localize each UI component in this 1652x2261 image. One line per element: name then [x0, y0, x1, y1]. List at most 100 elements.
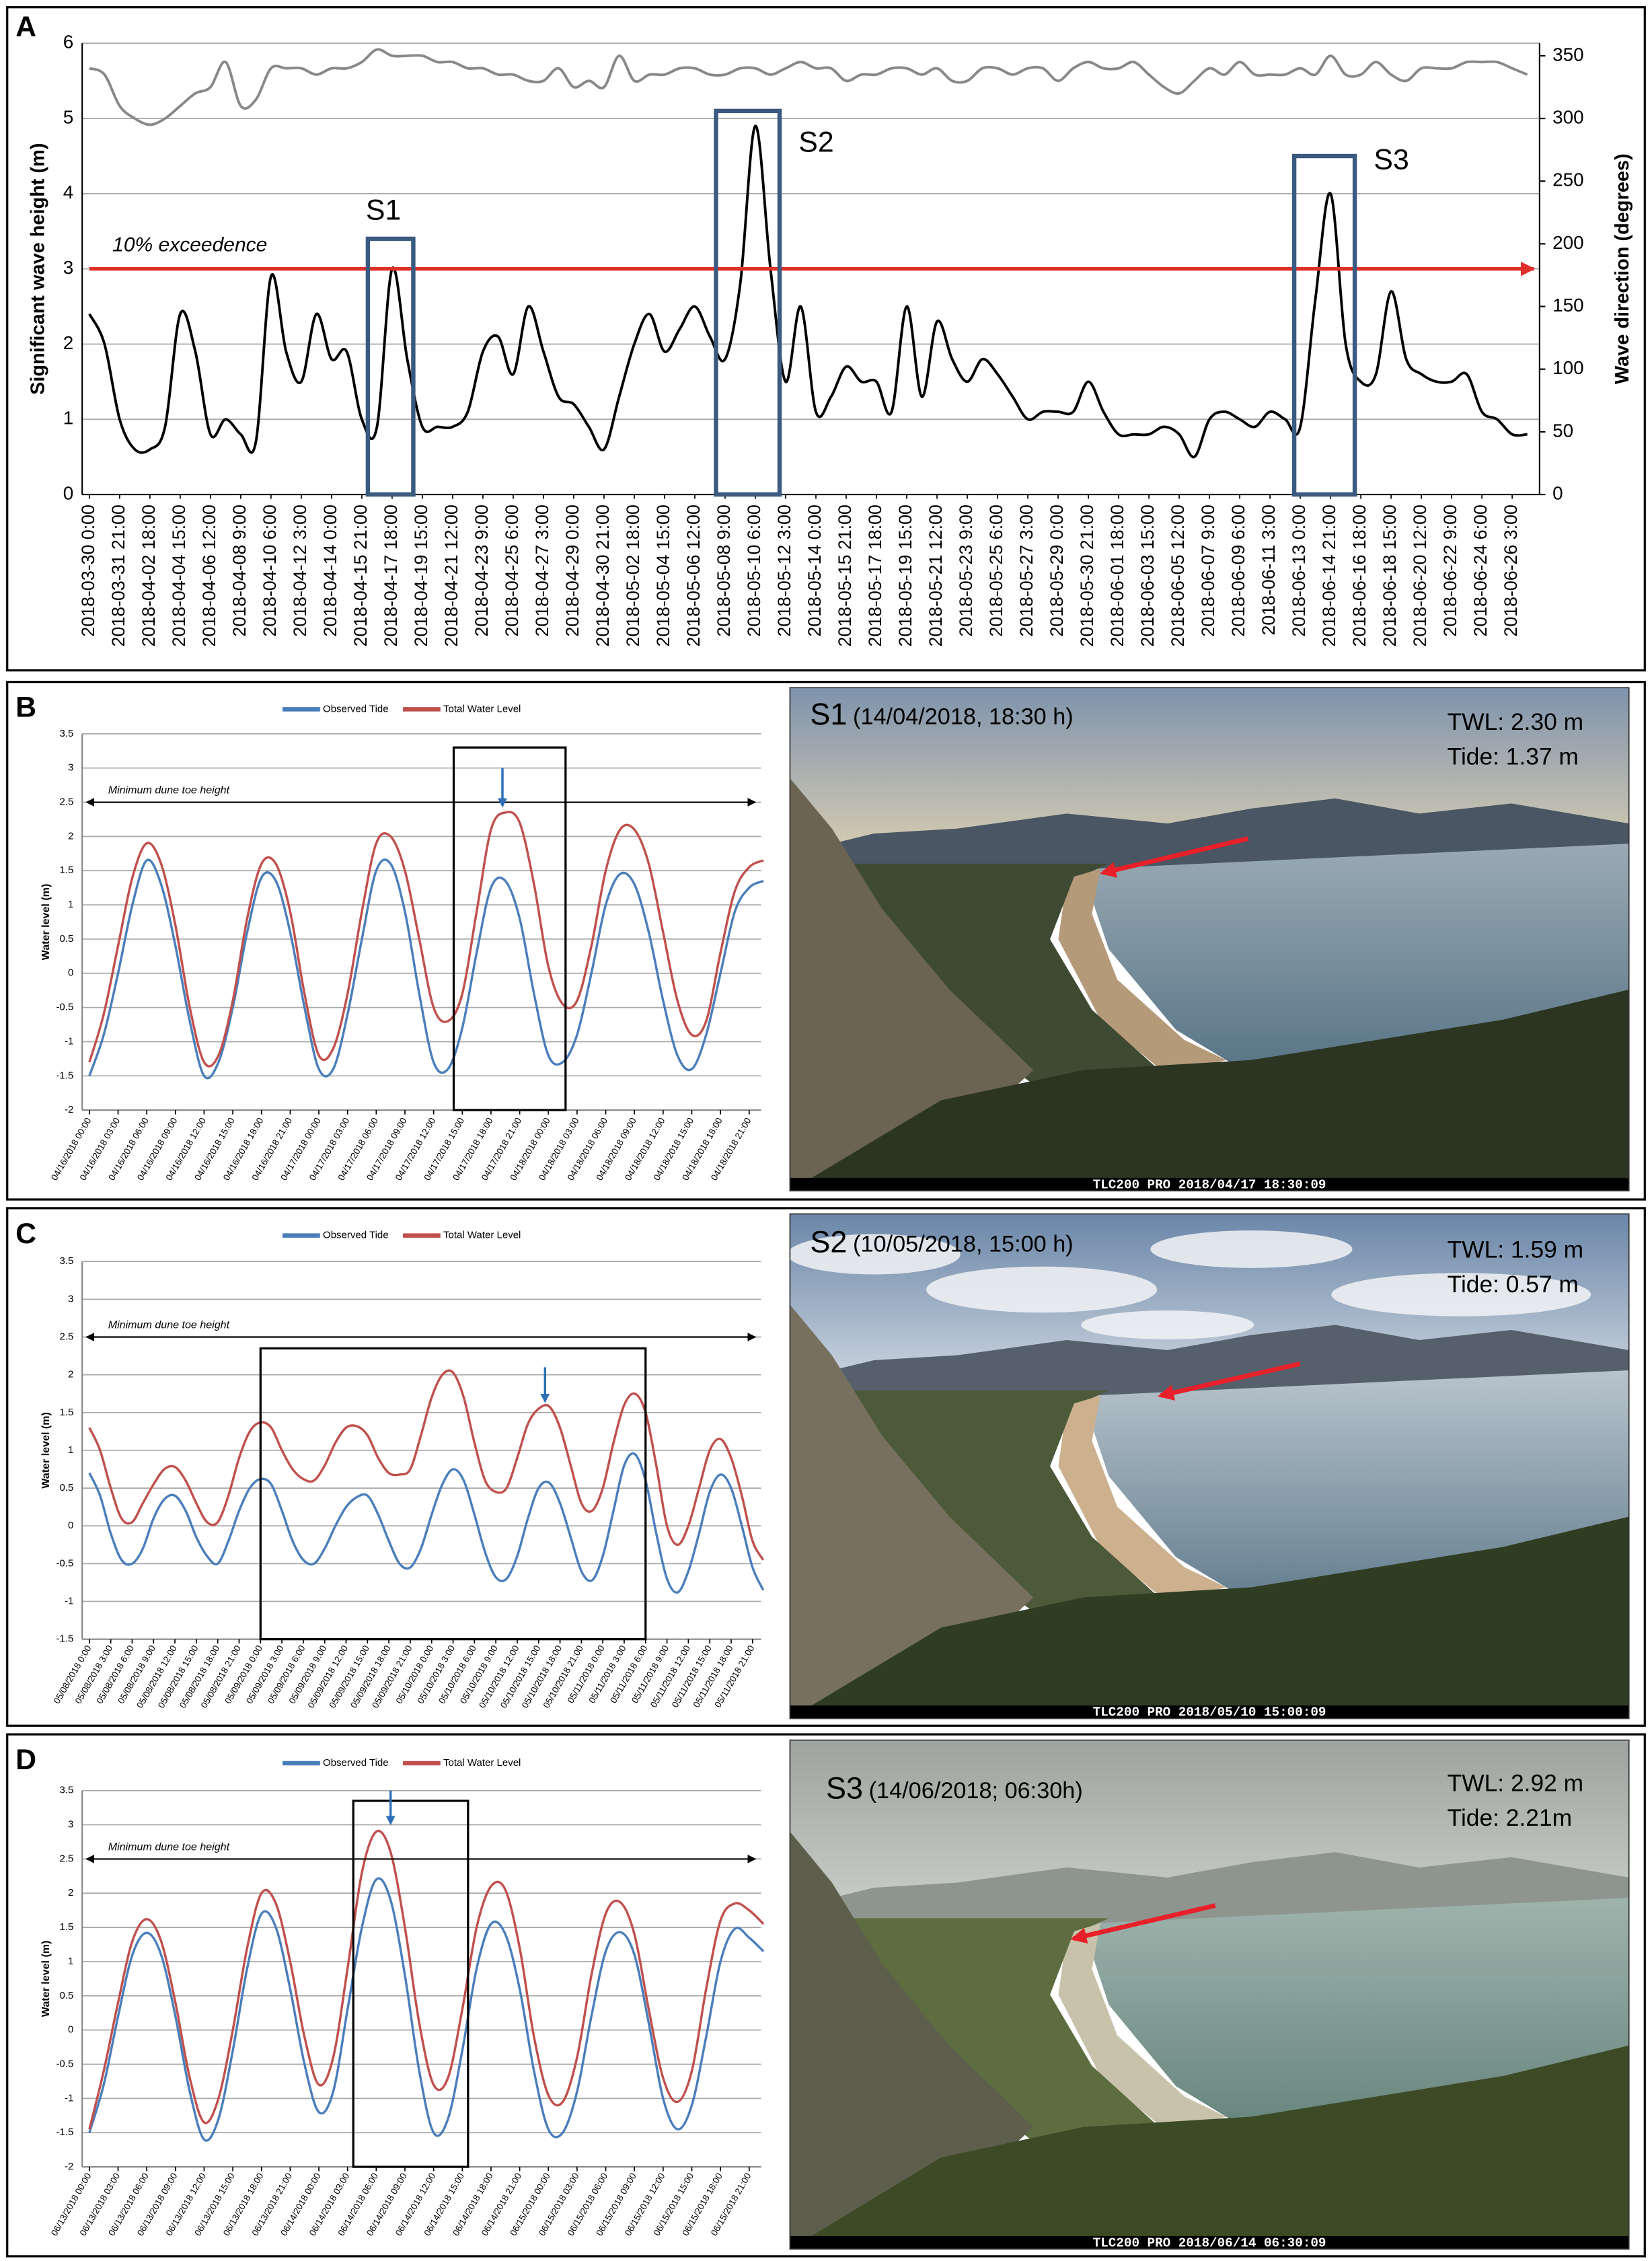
y2-tick-label: 0: [1552, 482, 1563, 503]
x-tick-label: 2018-05-02 18:00: [623, 505, 643, 646]
x-tick-label: 2018-06-16 18:00: [1349, 505, 1369, 646]
photo-cloud: [787, 1234, 961, 1275]
reference-label: Minimum dune toe height: [108, 1841, 231, 1853]
legend-label: Observed Tide: [323, 1757, 389, 1769]
photo-twl: TWL: 1.59 m: [1448, 1237, 1583, 1263]
photo-tide: Tide: 1.37 m: [1448, 744, 1579, 770]
y-tick-label: 0.5: [59, 1990, 73, 2001]
x-tick-label: 2018-06-01 18:00: [1107, 505, 1127, 646]
y-tick-label: 1: [68, 899, 73, 910]
photo-beach: [1058, 1923, 1226, 2133]
y-tick-label: -1: [65, 1035, 73, 1047]
x-tick-label: 2018-04-27 3:00: [532, 505, 552, 636]
x-tick-label: 2018-04-17 18:00: [381, 505, 401, 646]
panel-frame: [6, 1207, 1646, 1727]
photo-stamp-bar: [790, 2235, 1629, 2250]
x-tick-label: 2018-04-30 21:00: [593, 505, 613, 646]
series-line: [89, 48, 1528, 126]
y-tick-label: 3: [68, 1819, 73, 1830]
photo-title: S3: [826, 1771, 863, 1806]
photo-cloud: [926, 1266, 1158, 1313]
y-tick-label: 3: [68, 762, 73, 774]
photo-cloud: [1081, 1310, 1254, 1339]
highlight-box: [352, 1800, 470, 2168]
highlight-box: [452, 746, 567, 1111]
photo-stamp: TLC200 PRO 2018/05/10 15:00:09: [1093, 1705, 1326, 1720]
legend-label: Total Water Level: [443, 1230, 521, 1241]
panel-letter: D: [15, 1744, 36, 1776]
photo-stamp: TLC200 PRO 2018/06/14 06:30:09: [1093, 2235, 1326, 2250]
x-tick-label: 2018-04-25 6:00: [502, 505, 522, 636]
series-line: [88, 1452, 765, 1594]
y2-tick-label: 50: [1552, 420, 1573, 441]
x-tick-label: 2018-05-15 21:00: [835, 505, 855, 646]
photo-frame: [789, 1739, 1630, 2250]
legend-label: Observed Tide: [323, 703, 389, 714]
series-line: [88, 858, 764, 1080]
panel-letter: A: [15, 11, 36, 43]
photo-foreground: [790, 990, 1629, 1191]
box-label: S2: [798, 126, 833, 159]
x-tick-label: 2018-05-27 3:00: [1016, 505, 1037, 636]
x-tick-label: 2018-05-12 3:00: [774, 505, 794, 636]
y-tick-label: 3.5: [59, 1785, 73, 1796]
y-axis-title: Significant wave height (m): [28, 143, 49, 394]
y2-tick-label: 100: [1552, 357, 1583, 378]
y-tick-label: -1.5: [56, 1070, 73, 1081]
photo-beach: [1058, 1395, 1226, 1603]
y-tick-label: 2.5: [59, 1853, 73, 1864]
y-tick-label: 5: [63, 106, 74, 127]
y2-tick-label: 200: [1552, 232, 1583, 253]
y-tick-label: 6: [63, 32, 74, 52]
y-axis-title: Water level (m): [40, 1941, 52, 2017]
y2-tick-label: 300: [1552, 106, 1583, 127]
photo-cloud: [1331, 1273, 1591, 1317]
legend-label: Observed Tide: [323, 1230, 389, 1241]
y-tick-label: -1.5: [56, 2126, 73, 2138]
y-tick-label: 2.5: [59, 1331, 73, 1342]
y-tick-label: 3: [68, 1293, 73, 1304]
photo-arrow: [1070, 1903, 1216, 1944]
x-tick-label: 2018-06-14 21:00: [1319, 505, 1339, 646]
series-line: [88, 1829, 765, 2130]
x-tick-label: 2018-06-26 3:00: [1501, 505, 1521, 636]
y-tick-label: -0.5: [56, 1002, 73, 1013]
y-tick-label: -2: [65, 1104, 73, 1115]
y-tick-label: 0: [68, 1520, 73, 1531]
x-tick-label: 2018-05-29 0:00: [1047, 505, 1067, 636]
x-tick-label: 2018-04-21 12:00: [441, 505, 461, 646]
x-tick-label: 2018-05-04 15:00: [653, 505, 673, 646]
y-tick-label: -0.5: [56, 1557, 73, 1569]
x-tick-label: 2018-06-13 0:00: [1289, 505, 1309, 636]
photo-title: S2: [810, 1224, 847, 1259]
x-tick-label: 2018-04-04 15:00: [169, 505, 189, 646]
y-tick-label: 1.5: [59, 1407, 73, 1418]
photo-cloud: [1150, 1230, 1353, 1268]
photo-foreground: [790, 2045, 1629, 2250]
panel-letter: B: [15, 692, 36, 724]
y-axis-title: Water level (m): [40, 884, 52, 961]
x-tick-label: 2018-04-08 9:00: [229, 505, 250, 636]
y-tick-label: 1.5: [59, 864, 73, 876]
panel-letter: C: [15, 1218, 36, 1250]
highlight-box: [1291, 153, 1357, 497]
y-tick-label: 2.5: [59, 796, 73, 807]
x-tick-label: 2018-05-17 18:00: [865, 505, 885, 646]
y-tick-label: -1.5: [56, 1633, 73, 1645]
x-tick-label: 2018-04-15 21:00: [350, 505, 371, 646]
x-tick-label: 2018-04-10 6:00: [260, 505, 280, 636]
y-tick-label: 3: [63, 257, 74, 278]
y-tick-label: 0: [68, 2024, 73, 2036]
series-line: [88, 811, 764, 1068]
x-tick-label: 2018-04-14 0:00: [320, 505, 340, 636]
photo-date: (14/06/2018; 06:30h): [869, 1778, 1083, 1804]
x-tick-label: 2018-05-08 9:00: [714, 505, 734, 636]
x-tick-label: 2018-06-03 15:00: [1137, 505, 1158, 646]
legend-label: Total Water Level: [443, 703, 521, 714]
photo-twl: TWL: 2.92 m: [1448, 1770, 1583, 1796]
x-tick-label: 2018-05-21 12:00: [926, 505, 946, 646]
photo-cliff: [790, 1831, 1034, 2250]
photo-date: (14/04/2018, 18:30 h): [853, 704, 1074, 729]
